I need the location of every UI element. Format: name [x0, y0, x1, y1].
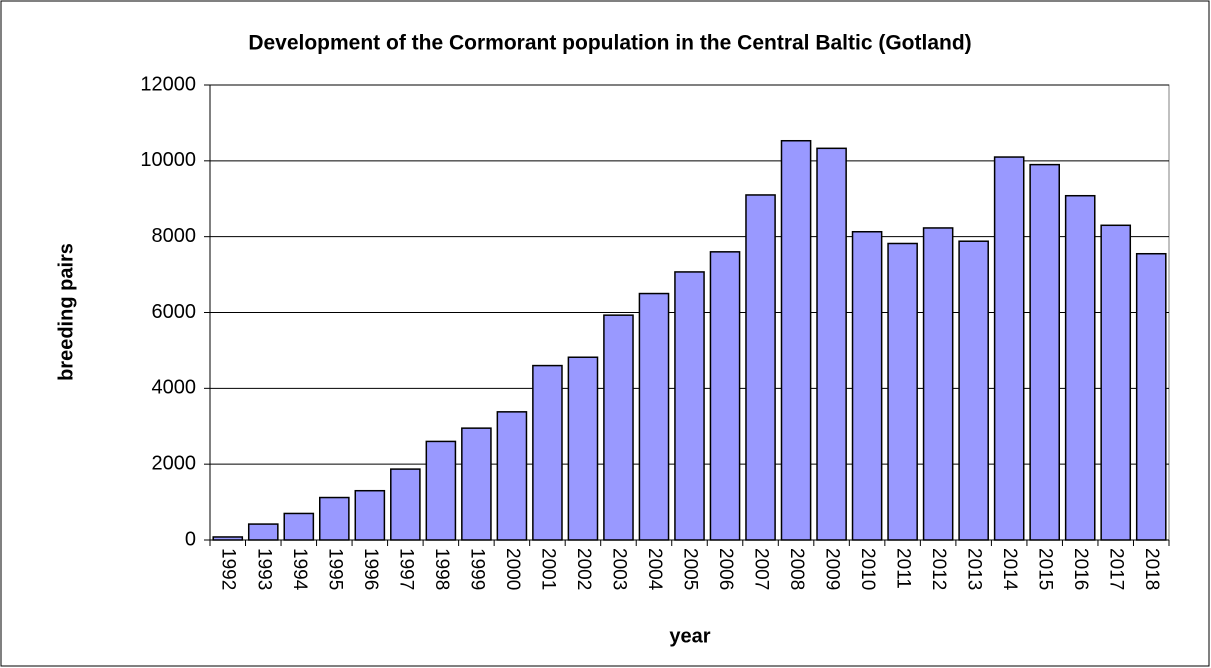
x-tick-label: 1999 — [466, 548, 487, 590]
x-tick-label: 1996 — [360, 548, 381, 590]
bar — [283, 512, 315, 541]
bar — [638, 292, 670, 541]
y-tick-label: 4000 — [152, 377, 197, 399]
x-tick-label: 2009 — [822, 548, 843, 590]
y-axis-title: breeding pairs — [55, 243, 77, 381]
y-tick-label: 12000 — [140, 73, 196, 95]
bar — [1100, 224, 1132, 541]
y-tick-label: 10000 — [140, 149, 196, 171]
bar — [780, 139, 812, 541]
bar — [603, 314, 634, 541]
x-tick-label: 1994 — [289, 548, 310, 591]
bar — [212, 536, 244, 541]
bar — [390, 468, 421, 541]
bar — [887, 242, 918, 541]
x-tick-label: 2011 — [893, 548, 914, 589]
bar — [958, 240, 989, 541]
bar — [816, 147, 847, 541]
y-tick-label: 6000 — [152, 301, 197, 323]
x-tick-label: 2004 — [644, 548, 665, 591]
x-tick-label: 2000 — [502, 548, 523, 590]
bar — [674, 271, 705, 541]
x-tick-label: 1995 — [324, 548, 345, 590]
bar — [425, 440, 457, 541]
bar — [1135, 252, 1167, 541]
bar — [567, 356, 599, 541]
bar — [745, 194, 776, 541]
x-tick-label: 2015 — [1035, 548, 1056, 590]
x-tick-label: 1992 — [218, 548, 239, 590]
x-tick-label: 1998 — [431, 548, 452, 590]
x-tick-label: 2016 — [1070, 548, 1091, 590]
bar — [1064, 194, 1096, 541]
x-tick-label: 2017 — [1106, 548, 1127, 590]
x-tick-label: 1997 — [395, 548, 416, 590]
bar — [247, 523, 279, 541]
x-tick-label: 2014 — [999, 548, 1020, 591]
x-tick-label: 2006 — [715, 548, 736, 590]
x-tick-label: 2003 — [608, 548, 629, 590]
x-tick-label: 2008 — [786, 548, 807, 590]
bar — [1029, 163, 1060, 541]
x-axis-title: year — [669, 625, 710, 647]
bar — [993, 156, 1025, 541]
y-tick-label: 2000 — [152, 452, 197, 474]
x-tick-label: 1993 — [253, 548, 274, 590]
bar — [461, 427, 492, 541]
bar — [354, 489, 386, 541]
x-tick-label: 2005 — [679, 548, 700, 590]
chart-title: Development of the Cormorant population … — [248, 32, 971, 55]
bar — [709, 251, 741, 541]
bar — [922, 227, 954, 541]
y-tick-label: 0 — [185, 528, 196, 550]
x-tick-label: 2018 — [1141, 548, 1162, 590]
bar — [532, 364, 563, 541]
bar — [319, 496, 350, 541]
y-tick-label: 8000 — [152, 225, 197, 247]
bar — [851, 230, 883, 541]
x-tick-label: 2010 — [857, 548, 878, 590]
bar — [496, 411, 528, 541]
x-tick-label: 2012 — [928, 548, 949, 590]
x-tick-label: 2013 — [964, 548, 985, 590]
x-tick-label: 2001 — [537, 548, 558, 590]
x-tick-label: 2007 — [751, 548, 772, 590]
x-tick-label: 2002 — [573, 548, 594, 590]
